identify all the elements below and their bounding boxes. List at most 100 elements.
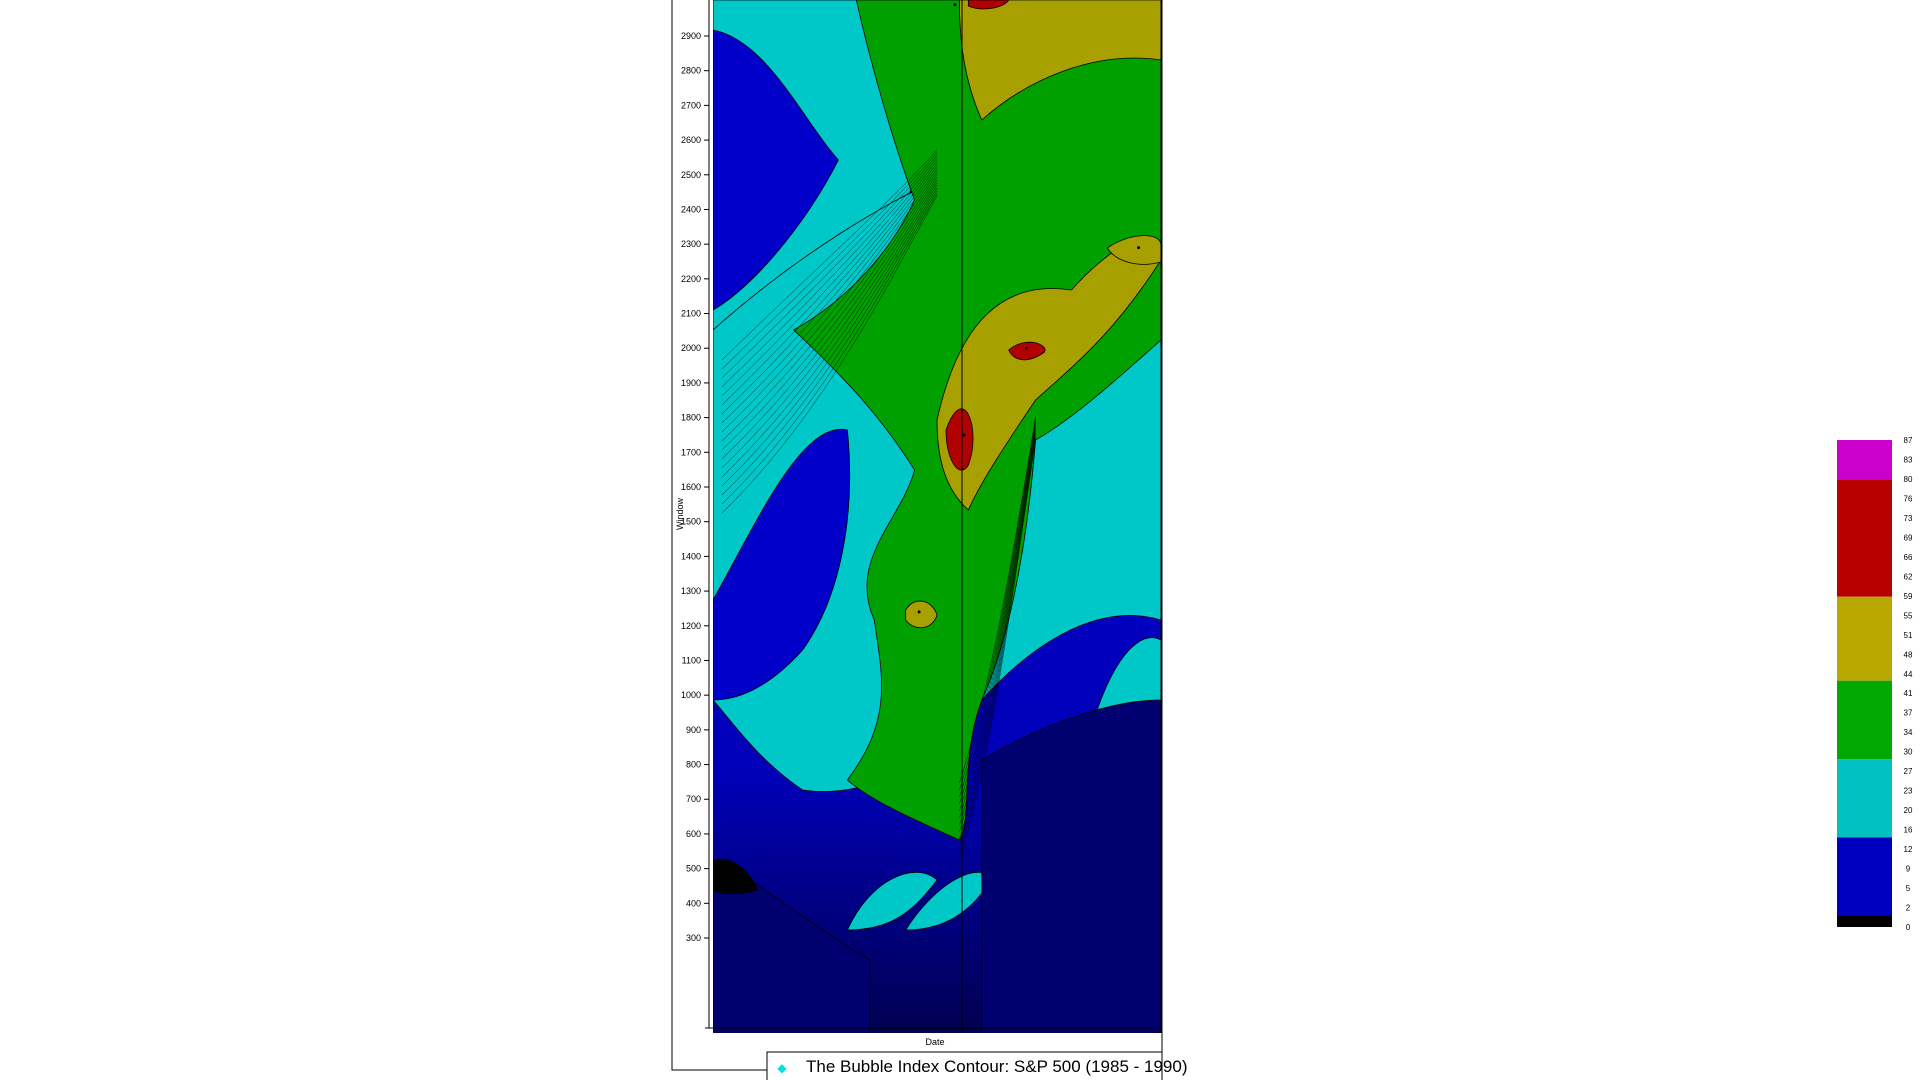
x-axis-title: Date (925, 1037, 944, 1047)
contour-region (981, 699, 1161, 1033)
colorbar-label: 41 (1904, 689, 1913, 698)
y-tick-label: 2900 (681, 31, 701, 41)
contour-line (959, 429, 1036, 826)
contour-line (959, 435, 1036, 847)
contour-line (721, 184, 938, 478)
colorbar-band (1837, 680, 1892, 760)
y-axis-title: Window (675, 497, 685, 530)
y-tick-label: 400 (686, 898, 701, 908)
contour-region (1008, 341, 1046, 361)
y-tick-label: 800 (686, 760, 701, 770)
y-tick-label: 600 (686, 829, 701, 839)
y-tick-label: 2300 (681, 239, 701, 249)
colorbar-band (1837, 915, 1892, 927)
contour-line (721, 182, 938, 469)
contour-line (959, 437, 1036, 854)
legend-box (766, 1051, 1163, 1080)
y-tick-label: 2700 (681, 100, 701, 110)
contour-line (721, 157, 938, 388)
legend-marker: ◆ (777, 1061, 787, 1075)
y-tick-label: 1900 (681, 378, 701, 388)
contour-line (721, 166, 938, 415)
peak-point (1025, 346, 1029, 350)
colorbar-label: 5 (1906, 884, 1911, 893)
y-tick-label: 1700 (681, 447, 701, 457)
y-tick-label: 1300 (681, 586, 701, 596)
colorbar-label: 80 (1904, 475, 1913, 484)
contour-line (959, 416, 1036, 784)
y-tick-label: 500 (686, 864, 701, 874)
y-tick-label: 900 (686, 725, 701, 735)
colorbar-label: 2 (1906, 904, 1911, 913)
contour-region (936, 238, 1161, 511)
contour-line (721, 163, 938, 406)
peak-point (917, 610, 921, 614)
contour-line (721, 193, 938, 505)
colorbar-label: 62 (1904, 572, 1913, 581)
contour-region (846, 871, 938, 931)
contour-line (721, 176, 938, 451)
contour-line (721, 195, 938, 514)
y-tick-label: 2100 (681, 309, 701, 319)
contour-line (721, 187, 938, 487)
contour-layer (713, 0, 1161, 1033)
contour-line (959, 427, 1036, 819)
y-tick-label: 1200 (681, 621, 701, 631)
contour-line (721, 149, 938, 361)
legend-label: The Bubble Index Contour: S&P 500 (1985 … (806, 1057, 1188, 1076)
colorbar-label: 30 (1904, 748, 1913, 757)
colorbar-label: 73 (1904, 514, 1913, 523)
y-tick-label: 1500 (681, 517, 701, 527)
y-tick-label: 1100 (682, 655, 701, 665)
peak-point (953, 3, 957, 7)
contour-line (959, 423, 1036, 805)
contour-region (1106, 235, 1161, 265)
y-tick-label: 1000 (681, 690, 701, 700)
colorbar-label: 0 (1906, 923, 1911, 932)
colorbar-band (1837, 759, 1892, 838)
contour-line (721, 174, 938, 442)
y-tick-label: 2600 (681, 135, 701, 145)
plot-area (713, 0, 1161, 1033)
y-tick-label: 1400 (681, 551, 701, 561)
colorbar-label: 83 (1904, 455, 1913, 464)
colorbar-label: 44 (1904, 670, 1913, 679)
colorbar-label: 51 (1904, 631, 1913, 640)
contour-line (721, 179, 938, 460)
contour-line (721, 171, 938, 433)
y-tick-label: 300 (686, 933, 701, 943)
contour-lines (721, 3, 1141, 861)
colorbar-label: 34 (1904, 728, 1913, 737)
contour-line (721, 190, 938, 496)
colorbar-label: 48 (1904, 650, 1913, 659)
y-tick-label: 1600 (681, 482, 701, 492)
contour-region (945, 408, 974, 471)
colorbar-label: 23 (1904, 787, 1913, 796)
colorbar-label: 59 (1904, 592, 1913, 601)
colorbar-label: 66 (1904, 553, 1913, 562)
colorbar-label: 87 (1904, 436, 1913, 445)
colorbar-label: 16 (1904, 826, 1913, 835)
colorbar-band (1837, 479, 1892, 597)
colorbar-label: 69 (1904, 533, 1913, 542)
peak-point (962, 433, 966, 437)
colorbar-band (1837, 596, 1892, 681)
colorbar-label: 12 (1904, 845, 1913, 854)
contour-line (959, 421, 1036, 798)
colorbar-label: 76 (1904, 494, 1913, 503)
contour-line (721, 152, 938, 370)
contour-line (959, 433, 1036, 840)
colorbar-label: 20 (1904, 806, 1913, 815)
contour-line (959, 431, 1036, 833)
contour-line (959, 439, 1036, 861)
y-tick-label: 2200 (681, 274, 701, 284)
contour-region (967, 0, 1010, 10)
contour-region (713, 858, 759, 895)
colorbar-band (1837, 440, 1892, 480)
y-axis-ticks: 300 400 500 600 700 800 900 1000 1100 1200 1300 140… (681, 31, 709, 943)
colorbar-label: 55 (1904, 611, 1913, 620)
contour-line (959, 425, 1036, 812)
contour-region (713, 428, 851, 701)
contour-region (905, 600, 938, 629)
contour-line (721, 168, 938, 424)
